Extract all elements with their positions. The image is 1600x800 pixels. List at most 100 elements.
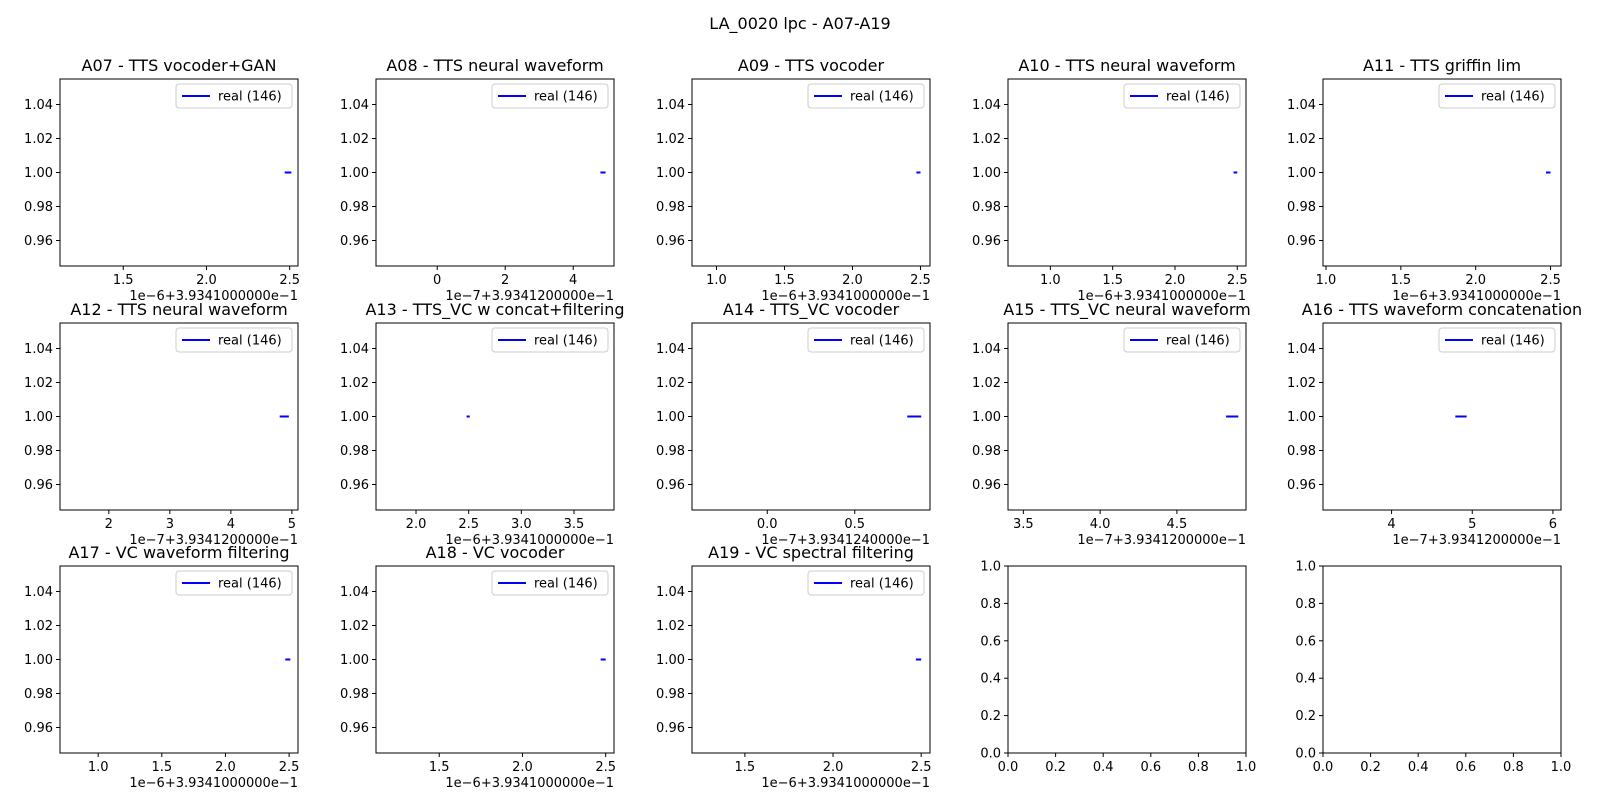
y-tick-label: 0.2 bbox=[1295, 709, 1316, 724]
legend-box bbox=[491, 327, 609, 353]
x-tick-label: 2.5 bbox=[458, 517, 479, 532]
y-tick-label: 1.0 bbox=[1295, 560, 1316, 575]
y-tick-label: 1.00 bbox=[340, 410, 369, 425]
x-tick-label: 1.5 bbox=[774, 273, 795, 288]
legend-label: real (146) bbox=[850, 577, 914, 592]
subplot-grid: A07 - TTS vocoder+GAN 1.5 2.0 2.5 0.96 0.98 1.… bbox=[24, 56, 1582, 791]
y-tick-label: 0.98 bbox=[24, 444, 53, 459]
legend-label: real (146) bbox=[218, 334, 282, 349]
x-tick-label: 3.0 bbox=[511, 517, 532, 532]
y-tick-label: 1.00 bbox=[1287, 166, 1316, 181]
x-tick-label: 3.5 bbox=[564, 517, 585, 532]
y-tick-label: 0.98 bbox=[340, 444, 369, 459]
x-offset-label: 1e−7+3.9341200000e−1 bbox=[445, 289, 614, 304]
x-tick-label: 1.5 bbox=[1102, 273, 1123, 288]
subplot-title: A10 - TTS neural waveform bbox=[1018, 56, 1235, 75]
x-tick-label: 1.5 bbox=[113, 273, 134, 288]
axes-frame bbox=[375, 322, 615, 511]
y-tick-label: 1.02 bbox=[656, 132, 685, 147]
legend: real (146) bbox=[175, 570, 293, 596]
y-tick-label: 1.02 bbox=[24, 376, 53, 391]
legend-box bbox=[491, 570, 609, 596]
y-tick-label: 1.02 bbox=[972, 132, 1001, 147]
x-tick-label: 5 bbox=[288, 517, 296, 532]
y-tick-label: 1.00 bbox=[1287, 410, 1316, 425]
x-tick-label: 4.5 bbox=[1167, 517, 1188, 532]
subplot-title: A13 - TTS_VC w concat+filtering bbox=[365, 300, 624, 320]
y-tick-label: 0.4 bbox=[980, 672, 1001, 687]
y-tick-label: 1.00 bbox=[656, 166, 685, 181]
axes-frame bbox=[1007, 565, 1247, 754]
legend: real (146) bbox=[491, 570, 609, 596]
x-tick-label: 2 bbox=[105, 517, 113, 532]
x-tick-label: 0 bbox=[433, 273, 441, 288]
x-offset-label: 1e−6+3.9341000000e−1 bbox=[129, 776, 298, 791]
x-tick-label: 1.0 bbox=[1236, 760, 1257, 775]
axes-frame bbox=[1322, 565, 1562, 754]
y-tick-label: 0.98 bbox=[1287, 444, 1316, 459]
legend: real (146) bbox=[1438, 83, 1556, 109]
x-offset-label: 1e−7+3.9341200000e−1 bbox=[129, 533, 298, 548]
legend-box bbox=[1438, 327, 1556, 353]
legend-box bbox=[1123, 83, 1241, 109]
legend: real (146) bbox=[175, 327, 293, 353]
y-tick-label: 1.02 bbox=[340, 376, 369, 391]
legend-label: real (146) bbox=[1166, 334, 1230, 349]
y-tick-label: 1.04 bbox=[24, 98, 53, 113]
x-tick-label: 4 bbox=[569, 273, 577, 288]
subplot-10: A16 - TTS waveform concatenation 4 5 6 0.96 0… bbox=[1287, 300, 1582, 548]
legend-label: real (146) bbox=[534, 577, 598, 592]
legend-box bbox=[175, 327, 293, 353]
x-tick-label: 2.0 bbox=[1465, 273, 1486, 288]
legend: real (146) bbox=[175, 83, 293, 109]
x-offset-label: 1e−7+3.9341200000e−1 bbox=[1392, 533, 1561, 548]
y-tick-label: 1.02 bbox=[24, 619, 53, 634]
y-tick-label: 0.8 bbox=[980, 597, 1001, 612]
y-tick-label: 0.6 bbox=[980, 634, 1001, 649]
subplot-title: A08 - TTS neural waveform bbox=[386, 56, 603, 75]
legend: real (146) bbox=[807, 327, 925, 353]
subplot-9: A15 - TTS_VC neural waveform 3.5 4.0 4.5 0.9… bbox=[972, 300, 1251, 548]
y-tick-label: 1.04 bbox=[656, 342, 685, 357]
y-tick-label: 0.98 bbox=[656, 687, 685, 702]
x-offset-label: 1e−6+3.9341000000e−1 bbox=[1077, 289, 1246, 304]
x-tick-label: 0.4 bbox=[1408, 760, 1429, 775]
x-offset-label: 1e−7+3.9341200000e−1 bbox=[1077, 533, 1246, 548]
subplot-title: A19 - VC spectral filtering bbox=[708, 543, 914, 562]
x-offset-label: 1e−7+3.9341240000e−1 bbox=[761, 533, 930, 548]
y-tick-label: 0.96 bbox=[340, 478, 369, 493]
subplot-6: A12 - TTS neural waveform 2 3 4 5 0.96 0.98 1.0… bbox=[24, 300, 299, 548]
y-tick-label: 0.0 bbox=[1295, 747, 1316, 762]
legend-box bbox=[807, 83, 925, 109]
subplot-13: A19 - VC spectral filtering 1.5 2.0 2.5 0.96… bbox=[656, 543, 931, 791]
x-tick-label: 1.0 bbox=[1316, 273, 1337, 288]
y-tick-label: 1.02 bbox=[656, 619, 685, 634]
x-tick-label: 1.5 bbox=[429, 760, 450, 775]
y-tick-label: 1.00 bbox=[24, 166, 53, 181]
x-tick-label: 1.5 bbox=[1390, 273, 1411, 288]
x-tick-label: 0.0 bbox=[998, 760, 1019, 775]
y-tick-label: 0.96 bbox=[972, 478, 1001, 493]
y-tick-label: 1.04 bbox=[24, 585, 53, 600]
y-tick-label: 0.96 bbox=[24, 721, 53, 736]
x-tick-label: 0.6 bbox=[1455, 760, 1476, 775]
legend-box bbox=[1123, 327, 1241, 353]
subplot-title: A12 - TTS neural waveform bbox=[70, 300, 287, 319]
y-tick-label: 1.04 bbox=[340, 585, 369, 600]
y-tick-label: 0.6 bbox=[1295, 634, 1316, 649]
y-tick-label: 1.02 bbox=[1287, 376, 1316, 391]
y-tick-label: 0.96 bbox=[340, 721, 369, 736]
x-tick-label: 2.5 bbox=[910, 273, 931, 288]
axes-frame bbox=[59, 322, 299, 511]
axes-frame bbox=[375, 78, 615, 267]
y-tick-label: 1.00 bbox=[972, 410, 1001, 425]
x-tick-label: 2.5 bbox=[1227, 273, 1248, 288]
x-tick-label: 0.2 bbox=[1045, 760, 1066, 775]
subplot-title: A14 - TTS_VC vocoder bbox=[723, 300, 900, 320]
x-tick-label: 0.6 bbox=[1140, 760, 1161, 775]
y-tick-label: 1.04 bbox=[24, 342, 53, 357]
x-offset-label: 1e−6+3.9341000000e−1 bbox=[1392, 289, 1561, 304]
x-tick-label: 6 bbox=[1549, 517, 1557, 532]
y-tick-label: 0.96 bbox=[972, 234, 1001, 249]
x-tick-label: 1.0 bbox=[1040, 273, 1061, 288]
